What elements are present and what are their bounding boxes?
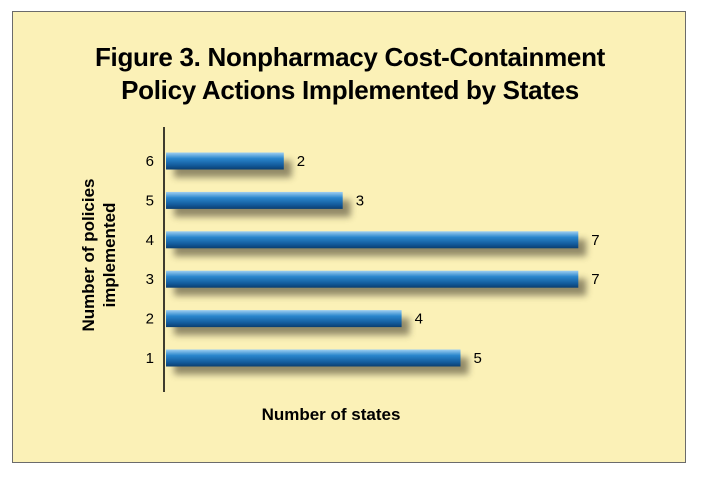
y-tick-label: 2 (146, 311, 154, 328)
labels: 6 2 5 3 4 7 3 7 2 4 1 5 (146, 153, 600, 367)
chart-title-line-1: Figure 3. Nonpharmacy Cost-Containment (94, 42, 606, 72)
y-tick-label: 1 (146, 350, 154, 367)
bar-chart: 6 2 5 3 4 7 3 7 2 4 1 5 Number of policies implemen… (79, 127, 600, 424)
bar-2 (166, 310, 402, 328)
chart-frame: Figure 3. Nonpharmacy Cost-Containment P… (12, 11, 686, 463)
data-label: 7 (591, 271, 599, 288)
y-tick-label: 4 (146, 232, 154, 249)
data-label: 7 (591, 232, 599, 249)
x-axis-title: Number of states (262, 405, 401, 424)
y-tick-label: 3 (146, 271, 154, 288)
y-tick-label: 5 (146, 192, 154, 209)
y-axis-title-line-1: Number of policies (79, 178, 98, 331)
y-axis-title-line-2: implemented (100, 203, 119, 308)
bars (166, 152, 579, 367)
chart-title-line-2: Policy Actions Implemented by States (121, 75, 579, 105)
bar-1 (166, 349, 461, 367)
bar-6 (166, 152, 284, 170)
data-label: 3 (356, 192, 364, 209)
data-label: 4 (415, 311, 423, 328)
bar-3 (166, 270, 579, 288)
data-label: 2 (297, 153, 305, 170)
bar-4 (166, 231, 579, 249)
bar-5 (166, 191, 343, 209)
y-tick-label: 6 (146, 153, 154, 170)
data-label: 5 (474, 350, 482, 367)
